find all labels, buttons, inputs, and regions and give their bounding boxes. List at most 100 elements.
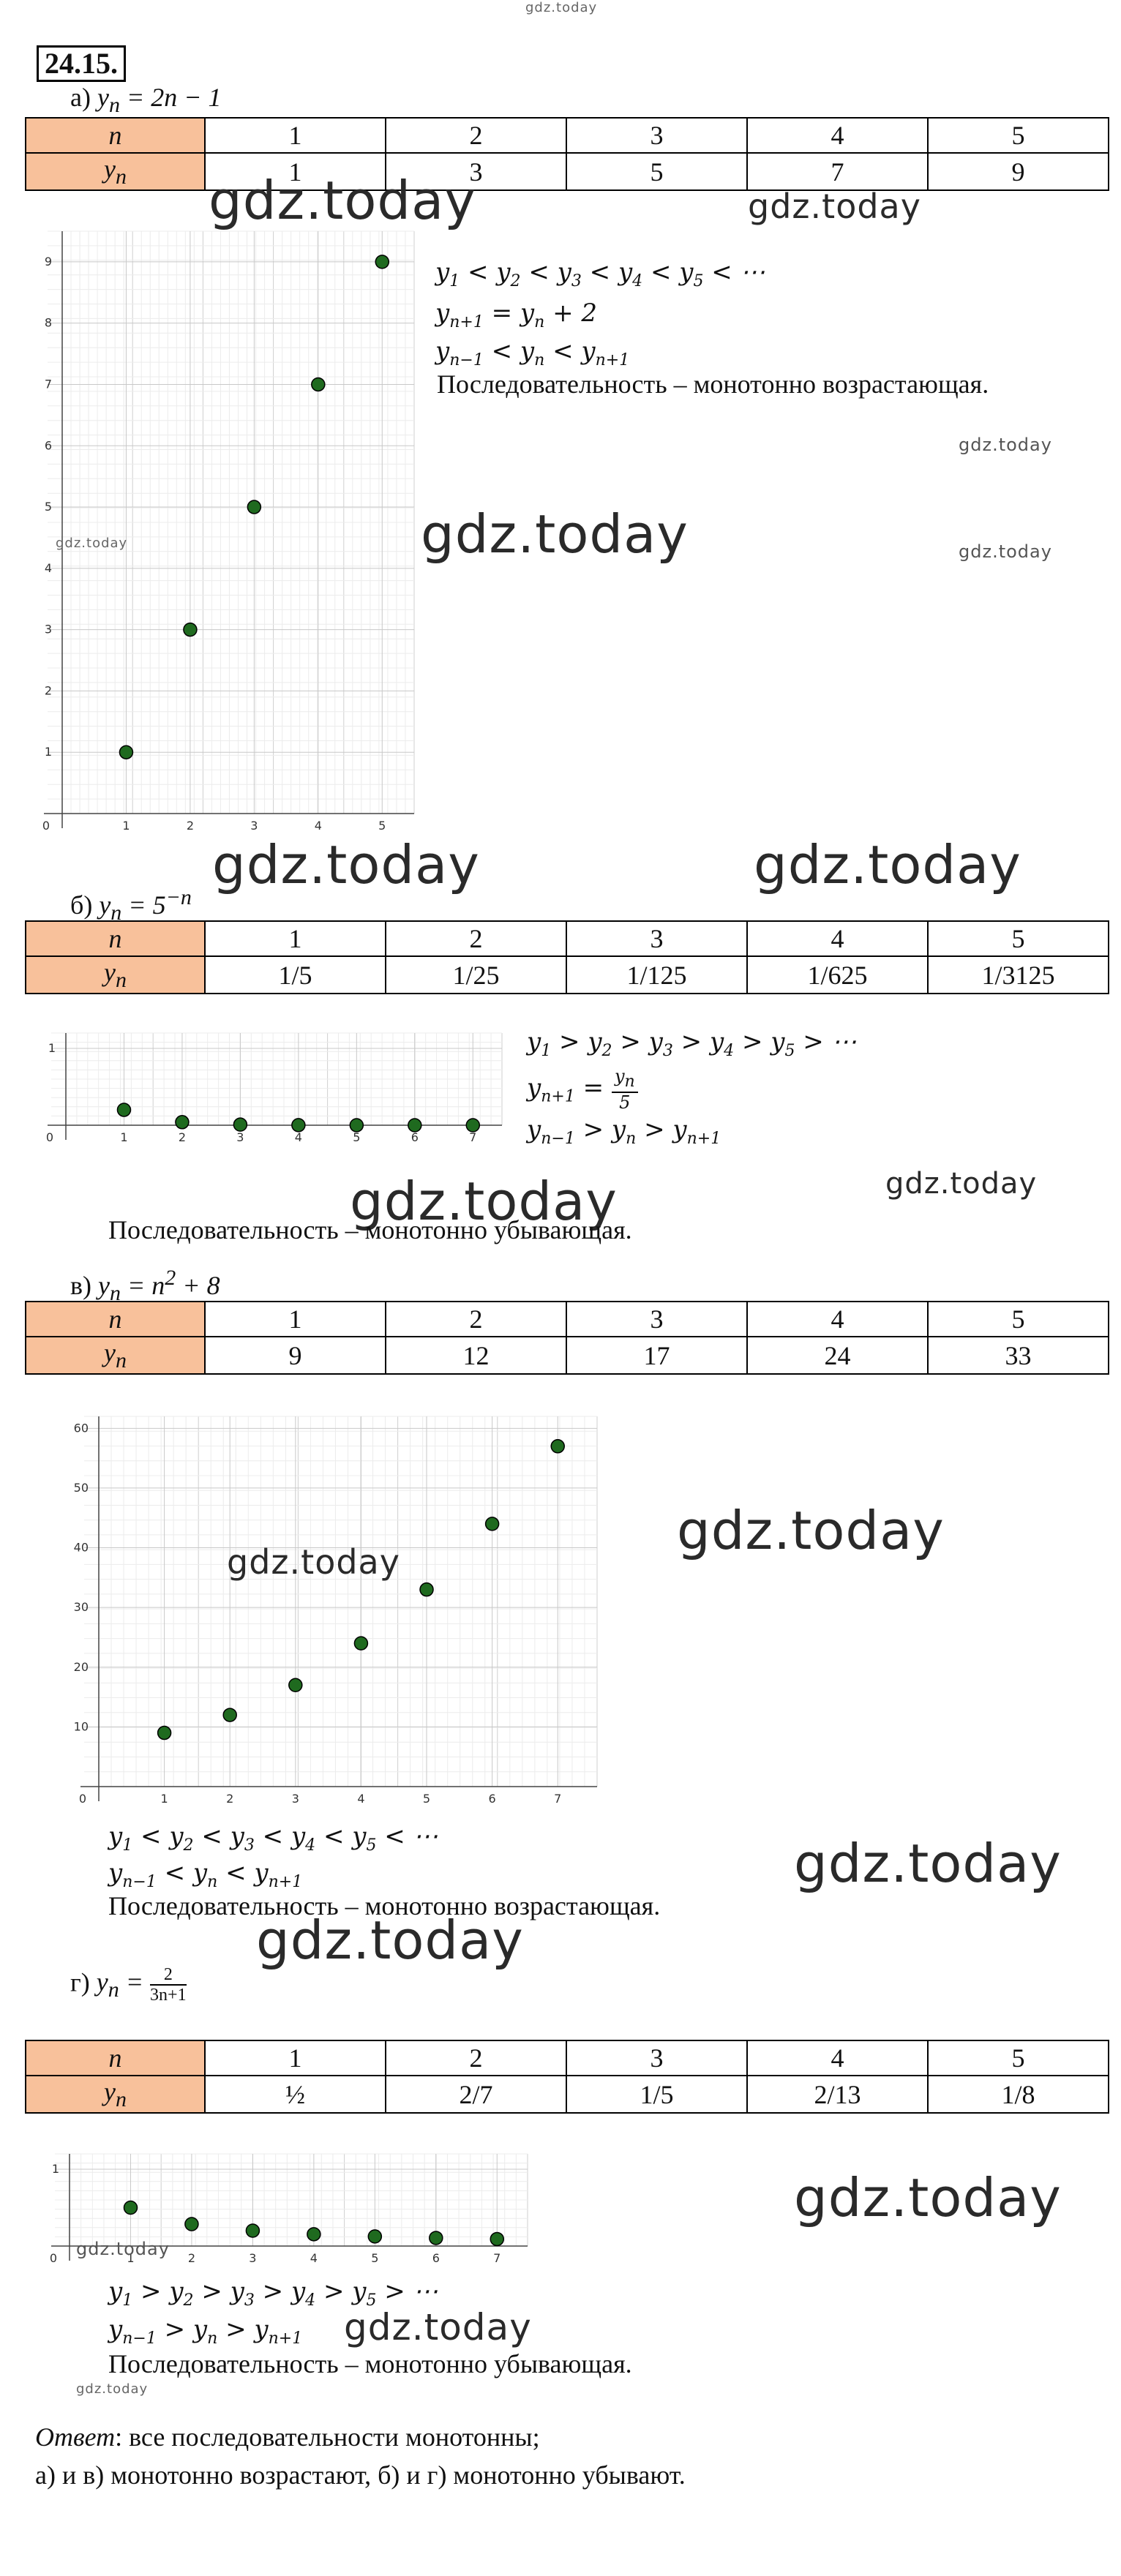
- part-c-heading: в) yn = n2 + 8: [70, 1266, 220, 1306]
- fraction: 2 3n+1: [150, 1965, 187, 2005]
- data-point: [353, 1636, 369, 1651]
- watermark: gdz.today: [754, 834, 1021, 895]
- table-cell: 2: [385, 1301, 567, 1337]
- x-tick-label: 6: [411, 1130, 419, 1144]
- y-tick-label: 6: [45, 438, 52, 452]
- table-row: n 1 2 3 4 5: [25, 1301, 1109, 1337]
- table-header-y: yn: [25, 2074, 206, 2114]
- part-b-recurrence: yn+1 = yn 5: [527, 1067, 638, 1112]
- part-b-label: б): [70, 890, 93, 920]
- table-row: n 1 2 3 4 5: [25, 117, 1109, 154]
- table-cell: 1: [204, 1301, 386, 1337]
- table-row: n 1 2 3 4 5: [25, 2040, 1109, 2076]
- x-tick-label: 1: [127, 2251, 134, 2265]
- data-point: [429, 2231, 443, 2245]
- data-point: [419, 1582, 434, 1597]
- part-a-recurrence: yn+1 = yn + 2: [435, 298, 598, 331]
- part-c-relation: yn−1 < yn < yn+1: [108, 1858, 303, 1891]
- y-tick-label: 1: [48, 1041, 56, 1055]
- y-tick-label: 3: [45, 623, 52, 637]
- y-tick-label: 5: [45, 500, 52, 514]
- part-c-formula: yn = n2 + 8: [98, 1266, 220, 1306]
- watermark-top: gdz.today: [525, 0, 598, 15]
- x-tick-label: 7: [554, 1792, 561, 1806]
- watermark: gdz.today: [212, 834, 480, 895]
- table-row: yn 9 12 17 24 33: [25, 1335, 1109, 1375]
- table-cell: 1/25: [385, 955, 567, 995]
- part-b-table: n 1 2 3 4 5 yn 1/5 1/25 1/125 1/625 1/31…: [25, 920, 1109, 995]
- watermark: gdz.today: [344, 2306, 532, 2348]
- table-cell: 2/13: [746, 2074, 929, 2114]
- part-a-conclusion: Последовательность – монотонно возрастаю…: [437, 369, 989, 399]
- watermark: gdz.today: [677, 1500, 945, 1561]
- watermark: gdz.today: [350, 1171, 618, 1232]
- x-tick-label: 3: [250, 819, 258, 833]
- x-tick-label: 7: [493, 2251, 500, 2265]
- data-point: [233, 1117, 248, 1132]
- y-tick-label: 40: [74, 1541, 89, 1555]
- part-d-inequality: y1 > y2 > y3 > y4 > y5 > ⋯: [108, 2277, 438, 2310]
- part-d-relation: yn−1 > yn > yn+1: [108, 2315, 303, 2348]
- data-point: [157, 1725, 172, 1741]
- table-header-y: yn: [25, 151, 206, 192]
- data-point: [550, 1439, 565, 1454]
- fraction: yn 5: [611, 1067, 638, 1112]
- table-cell: 3: [566, 2040, 748, 2076]
- table-cell: 1: [204, 2040, 386, 2076]
- x-tick-label: 2: [179, 1130, 186, 1144]
- x-tick-label: 0: [79, 1792, 86, 1806]
- part-a-inequality: y1 < y2 < y3 < y4 < y5 < ⋯: [435, 258, 765, 290]
- x-tick-label: 0: [42, 819, 50, 833]
- x-tick-label: 5: [423, 1792, 430, 1806]
- data-point: [490, 2231, 505, 2247]
- table-cell: 9: [204, 1335, 386, 1375]
- chart-part-a: 0 1 2 3 4 5 1 2 3 4 5 6 7 8 9: [42, 230, 415, 833]
- y-tick-label: 1: [52, 2162, 59, 2176]
- grid: [48, 230, 415, 814]
- table-cell: 2: [385, 117, 567, 154]
- table-header-y: yn: [25, 1335, 206, 1375]
- table-cell: 1/5: [566, 2074, 748, 2114]
- y-tick-label: 50: [74, 1481, 89, 1495]
- x-tick-label: 3: [236, 1130, 244, 1144]
- x-tick-label: 1: [122, 819, 130, 833]
- x-tick-label: 2: [187, 819, 194, 833]
- x-tick-label: 3: [292, 1792, 299, 1806]
- table-row: yn ½ 2/7 1/5 2/13 1/8: [25, 2074, 1109, 2114]
- y-tick-label: 30: [74, 1600, 89, 1614]
- y-tick-label: 2: [45, 683, 52, 697]
- watermark: gdz.today: [76, 2381, 149, 2397]
- table-cell: 9: [927, 151, 1109, 192]
- table-cell: 1/625: [746, 955, 929, 995]
- data-point: [247, 500, 262, 514]
- table-cell: 4: [746, 920, 929, 957]
- table-cell: 2: [385, 920, 567, 957]
- watermark: gdz.today: [959, 435, 1052, 455]
- data-point: [222, 1708, 237, 1722]
- part-b-relation: yn−1 > yn > yn+1: [527, 1115, 721, 1148]
- data-point: [484, 1517, 500, 1531]
- table-row: yn 1 3 5 7 9: [25, 151, 1109, 192]
- data-point: [119, 745, 134, 759]
- data-point: [291, 1118, 306, 1133]
- part-b-heading: б) yn = 5−n: [70, 885, 192, 925]
- table-cell: 1: [204, 117, 386, 154]
- watermark: gdz.today: [748, 187, 921, 226]
- table-cell: 3: [566, 117, 748, 154]
- table-cell: 2: [385, 2040, 567, 2076]
- answer-label: Ответ: [35, 2422, 116, 2452]
- part-c-table: n 1 2 3 4 5 yn 9 12 17 24 33: [25, 1301, 1109, 1375]
- table-header-n: n: [25, 920, 206, 957]
- y-tick-label: 9: [45, 255, 52, 269]
- y-tick-label: 7: [45, 377, 52, 391]
- table-cell: 24: [746, 1335, 929, 1375]
- table-cell: 5: [566, 151, 748, 192]
- data-point: [375, 255, 390, 269]
- y-tick-label: 1: [45, 745, 52, 759]
- table-cell: 4: [746, 2040, 929, 2076]
- part-b-formula: yn = 5−n: [99, 885, 192, 925]
- table-header-n: n: [25, 1301, 206, 1337]
- data-point: [288, 1678, 303, 1693]
- x-tick-label: 4: [310, 2251, 318, 2265]
- chart-part-d: 0 1 2 3 4 5 6 7 1: [50, 2153, 528, 2265]
